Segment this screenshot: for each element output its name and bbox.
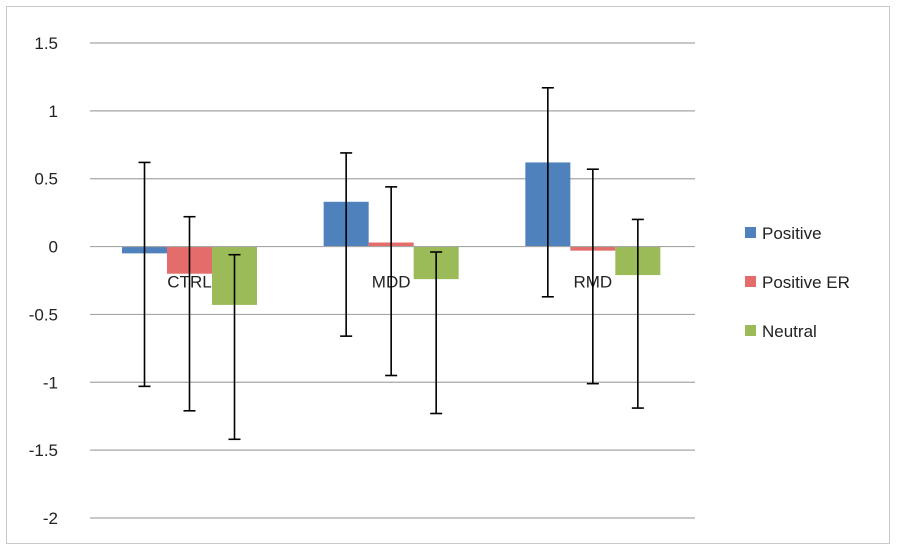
y-tick-label: 1 (49, 102, 58, 121)
gridlines (90, 42, 695, 519)
legend-swatch (745, 325, 756, 336)
error-bars (138, 86, 644, 441)
legend-label: Neutral (762, 322, 817, 341)
error-bar (430, 251, 443, 415)
y-tick-label: 1.5 (34, 34, 58, 53)
y-tick-label: 0 (49, 238, 58, 257)
legend-item: Neutral (745, 322, 817, 341)
y-tick-label: -0.5 (29, 305, 58, 324)
legend-label: Positive ER (762, 273, 850, 292)
y-tick-label: -2 (43, 509, 58, 528)
legend-swatch (745, 227, 756, 238)
error-bar (138, 161, 151, 388)
legend-swatch (745, 276, 756, 287)
error-bar (340, 152, 353, 337)
legend: Positive Positive ER Neutral (745, 224, 850, 341)
legend-item: Positive (745, 224, 822, 243)
error-bar (541, 86, 554, 298)
y-tick-label: -1.5 (29, 441, 58, 460)
y-tick-label: -1 (43, 373, 58, 392)
error-bar (631, 218, 644, 409)
error-bar (385, 186, 398, 377)
y-tick-label: 0.5 (34, 170, 58, 189)
error-bar (228, 253, 241, 441)
legend-item: Positive ER (745, 273, 850, 292)
legend-label: Positive (762, 224, 822, 243)
y-axis-ticks: 1.5 1 0.5 0 -0.5 -1 -1.5 -2 (29, 34, 58, 528)
error-bar (183, 215, 196, 412)
error-bar (586, 168, 599, 385)
